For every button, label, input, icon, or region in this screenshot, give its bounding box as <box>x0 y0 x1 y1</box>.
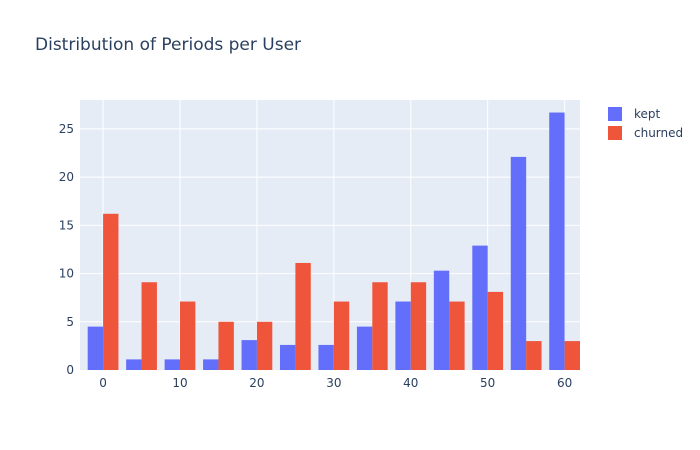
bar-churned[interactable] <box>564 341 580 370</box>
legend[interactable]: kept churned <box>608 107 683 140</box>
legend-swatch-kept[interactable] <box>608 107 622 121</box>
x-tick-label: 60 <box>557 376 572 390</box>
bars <box>87 112 580 371</box>
y-tick-label: 10 <box>59 267 74 281</box>
y-tick-label: 0 <box>66 363 74 377</box>
x-tick-label: 20 <box>249 376 264 390</box>
bar-churned[interactable] <box>218 321 234 370</box>
legend-label-churned[interactable]: churned <box>634 126 683 140</box>
bar-kept[interactable] <box>510 156 527 370</box>
x-tick-label: 10 <box>172 376 187 390</box>
y-tick-label: 25 <box>59 122 74 136</box>
x-tick-label: 50 <box>480 376 495 390</box>
bar-kept[interactable] <box>318 344 334 370</box>
bar-kept[interactable] <box>241 340 257 370</box>
bar-churned[interactable] <box>103 213 119 370</box>
x-tick-label: 40 <box>403 376 418 390</box>
y-axis-ticks: 0 5 10 15 20 25 <box>59 122 74 377</box>
legend-swatch-churned[interactable] <box>608 126 622 140</box>
legend-label-kept[interactable]: kept <box>634 107 661 121</box>
bar-churned[interactable] <box>449 301 465 370</box>
x-tick-label: 30 <box>326 376 341 390</box>
bar-kept[interactable] <box>356 326 373 370</box>
bar-kept[interactable] <box>395 301 411 370</box>
bar-churned[interactable] <box>487 291 504 370</box>
bar-churned[interactable] <box>410 282 427 370</box>
x-tick-label: 0 <box>99 376 107 390</box>
bar-kept[interactable] <box>164 359 180 370</box>
bar-kept[interactable] <box>433 270 450 370</box>
bar-kept[interactable] <box>87 326 104 370</box>
chart-title: Distribution of Periods per User <box>35 35 301 55</box>
bar-churned[interactable] <box>372 282 388 370</box>
bar-kept[interactable] <box>203 359 219 370</box>
bar-churned[interactable] <box>526 341 542 370</box>
y-tick-label: 15 <box>59 218 74 232</box>
bar-kept[interactable] <box>280 344 296 370</box>
bar-churned[interactable] <box>256 321 273 370</box>
bar-kept[interactable] <box>126 359 142 370</box>
bar-churned[interactable] <box>141 282 157 370</box>
y-tick-label: 5 <box>66 315 74 329</box>
bar-churned[interactable] <box>333 301 350 370</box>
y-tick-label: 20 <box>59 170 74 184</box>
bar-kept[interactable] <box>472 245 488 370</box>
bar-churned[interactable] <box>180 301 196 370</box>
bar-churned[interactable] <box>295 262 311 370</box>
x-axis-ticks: 0 10 20 30 40 50 60 <box>99 376 572 390</box>
bar-kept[interactable] <box>549 112 565 371</box>
